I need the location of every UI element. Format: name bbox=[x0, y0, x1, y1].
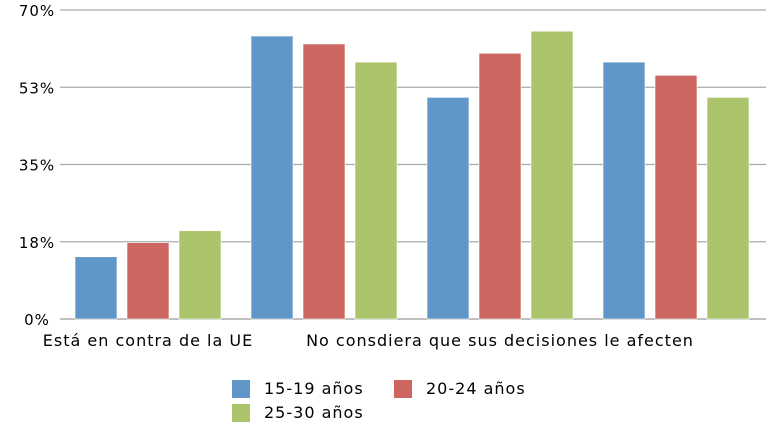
bar-3-3 bbox=[530, 30, 574, 320]
bar-3-1 bbox=[178, 230, 222, 320]
x-tick-label: No consdiera que sus decisiones le afect… bbox=[306, 331, 694, 350]
legend-item-15-19: 15-19 años bbox=[232, 379, 364, 398]
bar-1-1 bbox=[74, 256, 118, 320]
x-tick-label: Está en contra de la UE bbox=[43, 331, 253, 350]
bar-1-3 bbox=[426, 97, 470, 320]
legend-item-20-24: 20-24 años bbox=[394, 379, 526, 398]
legend-swatch bbox=[232, 403, 250, 422]
y-tick-label: 0% bbox=[24, 311, 50, 329]
legend-label: 25-30 años bbox=[264, 403, 364, 422]
bar-1-4 bbox=[602, 61, 646, 320]
bar-2-2 bbox=[302, 43, 346, 320]
bar-3-2 bbox=[354, 61, 398, 320]
bar-1-2 bbox=[250, 35, 294, 320]
legend-item-25-30: 25-30 años bbox=[232, 403, 364, 422]
bar-2-4 bbox=[654, 75, 698, 320]
legend-label: 15-19 años bbox=[264, 379, 364, 398]
legend-swatch bbox=[232, 379, 250, 398]
bar-3-4 bbox=[706, 97, 750, 320]
y-tick-label: 53% bbox=[19, 79, 55, 97]
bar-2-3 bbox=[478, 52, 522, 320]
legend-swatch bbox=[394, 379, 412, 398]
legend-label: 20-24 años bbox=[426, 379, 526, 398]
y-tick-label: 18% bbox=[19, 234, 55, 252]
y-tick-label: 35% bbox=[19, 157, 55, 175]
y-tick-label: 70% bbox=[19, 2, 55, 20]
bar-2-1 bbox=[126, 242, 170, 320]
